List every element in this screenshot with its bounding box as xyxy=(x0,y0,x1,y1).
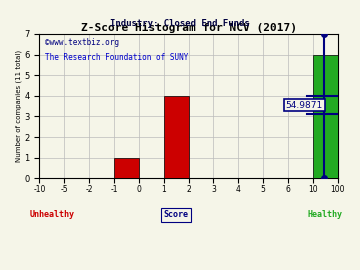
Text: 54.9871: 54.9871 xyxy=(285,101,323,110)
Text: Industry: Closed End Funds: Industry: Closed End Funds xyxy=(110,19,250,28)
Text: Unhealthy: Unhealthy xyxy=(29,210,74,219)
Bar xyxy=(114,158,139,178)
Text: Healthy: Healthy xyxy=(308,210,343,219)
Y-axis label: Number of companies (11 total): Number of companies (11 total) xyxy=(15,50,22,162)
Title: Z-Score Histogram for NCV (2017): Z-Score Histogram for NCV (2017) xyxy=(81,23,297,33)
Text: Score: Score xyxy=(164,210,189,219)
Bar xyxy=(313,55,338,178)
Text: The Research Foundation of SUNY: The Research Foundation of SUNY xyxy=(45,53,189,62)
Text: ©www.textbiz.org: ©www.textbiz.org xyxy=(45,38,120,47)
Bar xyxy=(164,96,189,178)
